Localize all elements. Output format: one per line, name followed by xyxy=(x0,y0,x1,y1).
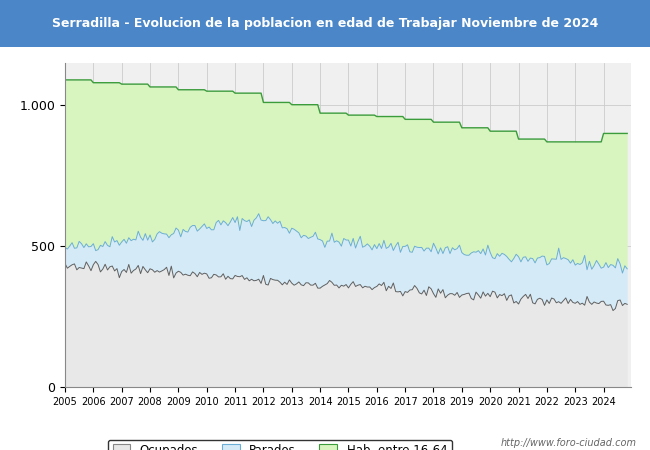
Legend: Ocupados, Parados, Hab. entre 16-64: Ocupados, Parados, Hab. entre 16-64 xyxy=(108,440,452,450)
Text: http://www.foro-ciudad.com: http://www.foro-ciudad.com xyxy=(501,438,637,448)
Text: Serradilla - Evolucion de la poblacion en edad de Trabajar Noviembre de 2024: Serradilla - Evolucion de la poblacion e… xyxy=(52,17,598,30)
